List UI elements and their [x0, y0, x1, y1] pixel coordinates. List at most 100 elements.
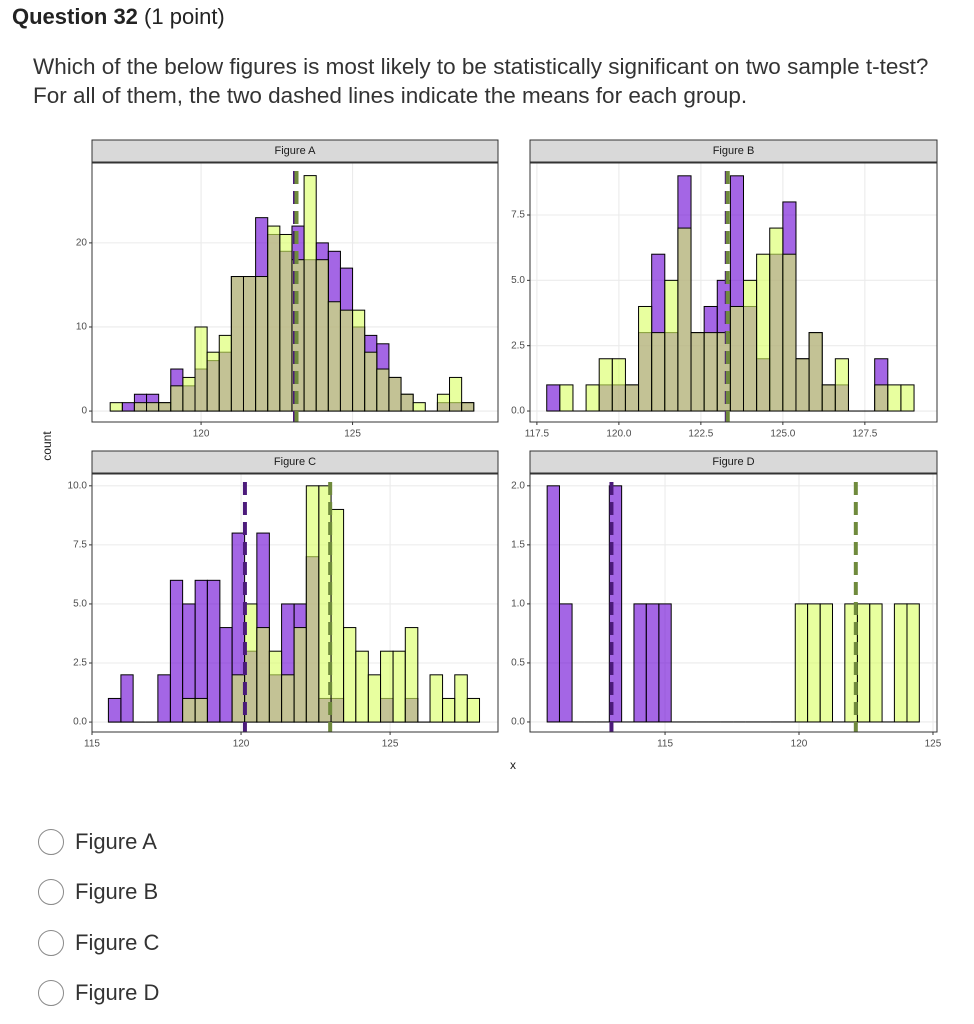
- bar: [303, 175, 317, 412]
- bar: [638, 305, 653, 412]
- x-tick-label: 117.5: [525, 429, 550, 440]
- bar: [690, 332, 705, 412]
- bar: [436, 393, 451, 412]
- radio-button[interactable]: [38, 829, 64, 855]
- panel-border: [91, 162, 499, 423]
- x-tick-label: 120: [791, 739, 808, 750]
- bar: [388, 376, 402, 412]
- option-label[interactable]: Figure C: [75, 930, 160, 955]
- bar: [585, 384, 600, 412]
- bar: [658, 603, 672, 723]
- x-tick-label: 115: [657, 739, 673, 750]
- bar: [146, 402, 160, 412]
- bar: [330, 508, 345, 723]
- panel-border: [91, 473, 499, 733]
- bar: [782, 253, 797, 412]
- x-tick-label: 115: [84, 739, 100, 750]
- option-label[interactable]: Figure A: [75, 829, 157, 854]
- bar: [281, 674, 295, 723]
- strip: [529, 139, 938, 163]
- bar: [819, 603, 834, 723]
- bar: [400, 393, 414, 412]
- bar: [355, 650, 369, 723]
- bar: [315, 259, 329, 412]
- bar: [869, 603, 883, 723]
- bar: [729, 305, 745, 412]
- bar: [769, 227, 784, 412]
- strip-title: Figure B: [713, 145, 755, 157]
- bar: [645, 603, 660, 723]
- bar: [121, 402, 135, 412]
- strip: [91, 139, 499, 163]
- strip: [529, 450, 938, 474]
- option-label[interactable]: Figure D: [75, 980, 160, 1005]
- bar: [206, 351, 220, 412]
- bar: [743, 279, 758, 412]
- option[interactable]: Figure B: [38, 877, 158, 907]
- bar: [633, 603, 647, 723]
- bar: [339, 309, 354, 412]
- bar: [219, 627, 233, 723]
- y-tick-label: 7.5: [511, 210, 525, 221]
- bar: [598, 358, 613, 412]
- option[interactable]: Figure C: [38, 928, 159, 958]
- strip-title: Figure C: [274, 456, 316, 468]
- bar: [376, 368, 390, 412]
- bar: [461, 402, 475, 412]
- x-tick-label: 125: [925, 739, 942, 750]
- bar: [107, 697, 122, 723]
- figure: count x 0 10 20 120 125 Figure A 0.0 2.5 5.0 7.5 1…: [40, 139, 942, 772]
- bar: [194, 697, 208, 723]
- y-tick-label: 0: [81, 406, 87, 417]
- y-tick-label: 5.0: [511, 275, 525, 286]
- y-tick-label: 0.0: [73, 717, 87, 728]
- bar: [794, 603, 809, 723]
- bar: [392, 650, 406, 723]
- question-header: Question 32 (1 point): [12, 4, 225, 30]
- bar: [158, 402, 172, 412]
- option[interactable]: Figure D: [38, 978, 159, 1008]
- bar: [821, 384, 836, 412]
- y-axis-label: count: [40, 431, 54, 461]
- option-label[interactable]: Figure B: [75, 879, 159, 904]
- bar: [429, 674, 444, 723]
- bar: [327, 301, 341, 412]
- y-tick-label: 1.0: [511, 599, 525, 610]
- bar: [305, 485, 320, 723]
- bar: [218, 334, 232, 412]
- bar: [182, 376, 196, 412]
- bar: [170, 385, 184, 412]
- bar: [466, 697, 481, 723]
- y-tick-label: 7.5: [73, 540, 87, 551]
- y-tick-label: 2.0: [511, 480, 525, 491]
- bar: [807, 603, 821, 723]
- bar: [856, 603, 871, 723]
- x-tick-label: 122.5: [688, 429, 713, 440]
- bar: [120, 674, 134, 723]
- bar: [546, 485, 560, 723]
- bar: [404, 627, 419, 723]
- bar: [380, 650, 394, 723]
- bar: [231, 674, 246, 723]
- bar: [279, 233, 293, 412]
- radio-button[interactable]: [38, 930, 64, 956]
- option[interactable]: Figure A: [38, 827, 157, 857]
- bar: [756, 253, 771, 412]
- bar: [242, 276, 257, 412]
- bar: [664, 279, 679, 412]
- panel-border: [529, 162, 938, 423]
- bar: [133, 402, 148, 412]
- strip: [91, 450, 499, 474]
- bar: [703, 332, 718, 412]
- bar: [169, 579, 184, 723]
- x-tick-label: 120: [193, 429, 210, 440]
- question-number: Question 32: [12, 4, 138, 29]
- radio-button[interactable]: [38, 879, 64, 905]
- radio-button[interactable]: [38, 980, 64, 1006]
- bar: [651, 332, 666, 412]
- bar: [343, 627, 357, 723]
- x-tick-label: 125.0: [770, 429, 795, 440]
- bar: [546, 384, 561, 412]
- bar: [230, 276, 244, 412]
